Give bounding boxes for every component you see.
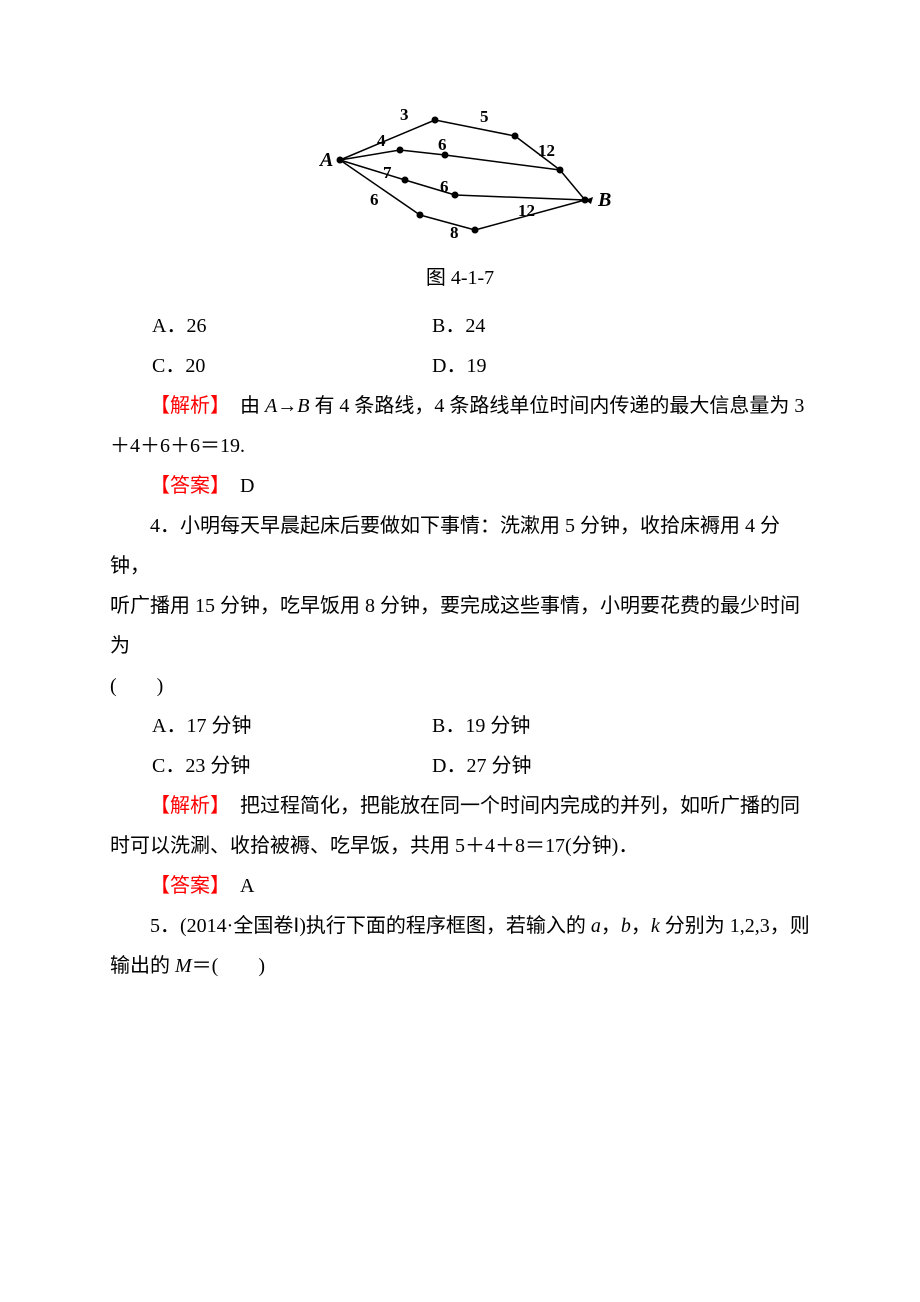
q3-answer: 【答案】 D: [110, 466, 810, 506]
q3-analysis-line2: ＋4＋6＋6＝19.: [110, 426, 810, 466]
q4-answer: 【答案】 A: [110, 866, 810, 906]
analysis-label: 【解析】: [150, 395, 220, 417]
q4-options-row1: A．17 分钟 B．19 分钟: [110, 706, 810, 746]
q5-stem-line1: 5．(2014·全国卷Ⅰ)执行下面的程序框图，若输入的 a，b，k 分别为 1,…: [110, 906, 810, 946]
q3-option-c: C．20: [152, 346, 432, 386]
edge-label-5: 5: [480, 107, 489, 126]
edge-label-7: 7: [383, 163, 392, 182]
q4-analysis-line1: 【解析】 把过程简化，把能放在同一个时间内完成的并列，如听广播的同: [110, 786, 810, 826]
answer-label: 【答案】: [150, 475, 220, 497]
figure-caption: 图 4-1-7: [110, 258, 810, 298]
q4-stem-line2: 听广播用 15 分钟，吃早饭用 8 分钟，要完成这些事情，小明要花费的最少时间为: [110, 586, 810, 666]
node-label-B: B: [597, 189, 611, 211]
edge-label-4: 4: [377, 131, 386, 150]
q4-stem-line1: 4．小明每天早晨起床后要做如下事情：洗漱用 5 分钟，收拾床褥用 4 分钟，: [110, 506, 810, 586]
edge-label-12b: 12: [518, 201, 535, 220]
q3-analysis-line1: 【解析】 由 A→B 有 4 条路线，4 条路线单位时间内传递的最大信息量为 3: [110, 386, 810, 426]
q4-option-a: A．17 分钟: [152, 706, 432, 746]
q5-stem-line2: 输出的 M＝( ): [110, 946, 810, 986]
q4-stem-line3: ( ): [110, 666, 810, 706]
q3-option-b: B．24: [432, 306, 810, 346]
analysis-label: 【解析】: [150, 795, 220, 817]
network-diagram: A B 3 5 4 6 12 7 6 12 6 8: [110, 100, 810, 250]
q4-options-row2: C．23 分钟 D．27 分钟: [110, 746, 810, 786]
q4-option-b: B．19 分钟: [432, 706, 810, 746]
edge-label-6b: 6: [440, 177, 449, 196]
q3-options-row2: C．20 D．19: [110, 346, 810, 386]
q4-option-c: C．23 分钟: [152, 746, 432, 786]
edge-label-6a: 6: [438, 135, 447, 154]
edge-label-12a: 12: [538, 141, 555, 160]
edge-label-8: 8: [450, 223, 459, 242]
node-label-A: A: [318, 149, 333, 171]
q3-option-a: A．26: [152, 306, 432, 346]
q3-option-d: D．19: [432, 346, 810, 386]
edge-label-6c: 6: [370, 190, 379, 209]
q4-option-d: D．27 分钟: [432, 746, 810, 786]
edge-label-3: 3: [400, 105, 409, 124]
q3-options-row1: A．26 B．24: [110, 306, 810, 346]
q4-analysis-line2: 时可以洗涮、收拾被褥、吃早饭，共用 5＋4＋8＝17(分钟)．: [110, 826, 810, 866]
answer-label: 【答案】: [150, 875, 220, 897]
